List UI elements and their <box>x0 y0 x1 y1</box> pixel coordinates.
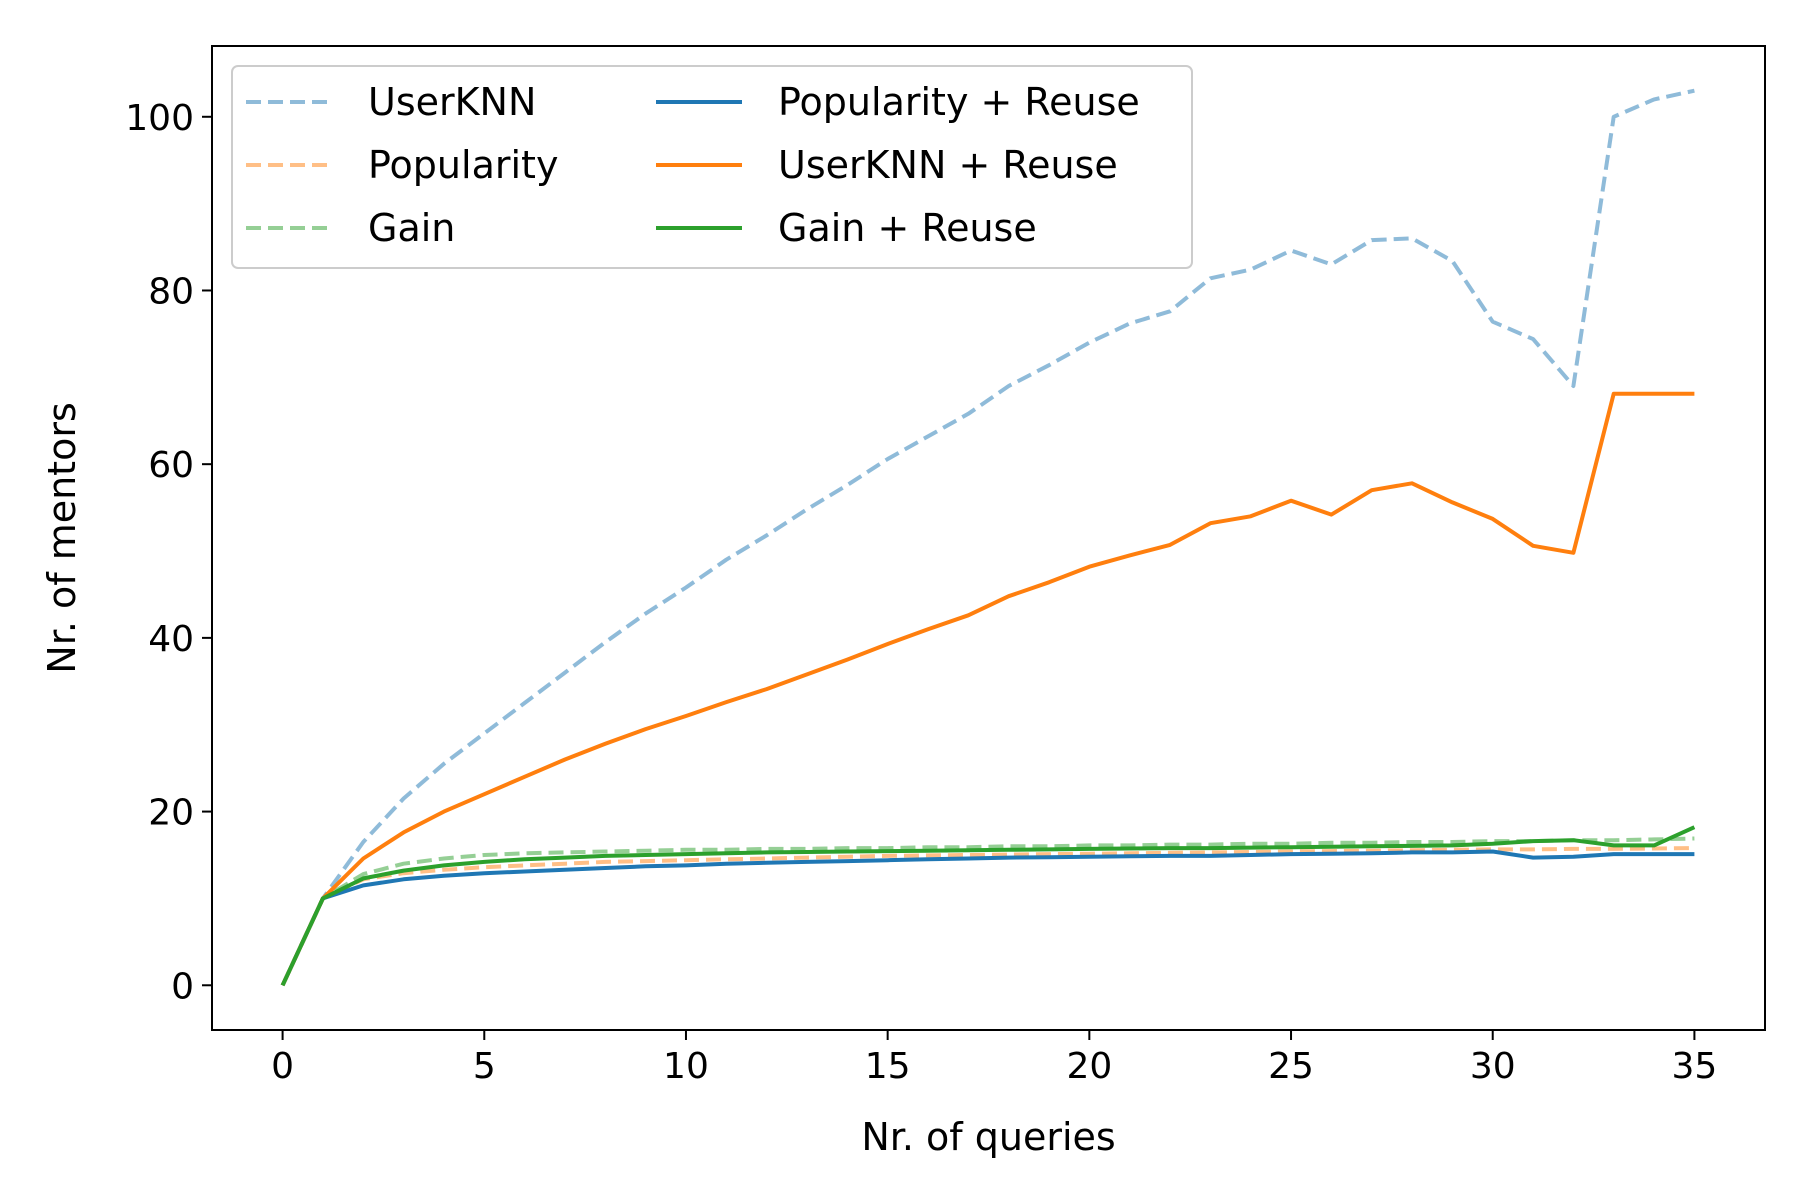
x-tick-label: 35 <box>1672 1046 1718 1087</box>
series-line-4 <box>280 391 1695 987</box>
legend-label: Gain + Reuse <box>778 206 1037 250</box>
legend-label: UserKNN + Reuse <box>778 143 1118 187</box>
y-axis-label: Nr. of mentors <box>40 402 84 673</box>
y-tick-label: 0 <box>171 966 194 1007</box>
legend-label: UserKNN <box>368 80 536 124</box>
y-tick-label: 100 <box>125 98 194 139</box>
x-tick-label: 0 <box>271 1046 294 1087</box>
y-tick-label: 80 <box>148 271 194 312</box>
x-tick-label: 30 <box>1470 1046 1516 1087</box>
x-tick-label: 5 <box>473 1046 496 1087</box>
legend: UserKNN Popularity Gain Popularity + Reuse U… <box>231 65 1193 269</box>
series-line-0 <box>280 88 1695 987</box>
x-tick-label: 25 <box>1268 1046 1314 1087</box>
legend-label: Popularity <box>368 143 558 187</box>
legend-label: Popularity + Reuse <box>778 80 1140 124</box>
series-layer <box>280 88 1696 987</box>
x-tick-label: 15 <box>865 1046 911 1087</box>
ticks-layer: 0 5 10 15 20 25 30 35 0 20 40 60 80 100 <box>125 98 1717 1087</box>
y-tick-label: 20 <box>148 793 194 834</box>
y-tick-label: 40 <box>148 619 194 660</box>
x-tick-label: 10 <box>663 1046 709 1087</box>
y-tick-label: 60 <box>148 445 194 486</box>
series-line-5 <box>280 825 1696 987</box>
x-tick-label: 20 <box>1066 1046 1112 1087</box>
legend-label: Gain <box>368 206 455 250</box>
x-axis-label: Nr. of queries <box>861 1115 1115 1159</box>
series-line-3 <box>280 849 1695 987</box>
series-line-2 <box>280 836 1695 987</box>
plot-frame <box>211 45 1766 1031</box>
series-line-1 <box>280 846 1695 987</box>
